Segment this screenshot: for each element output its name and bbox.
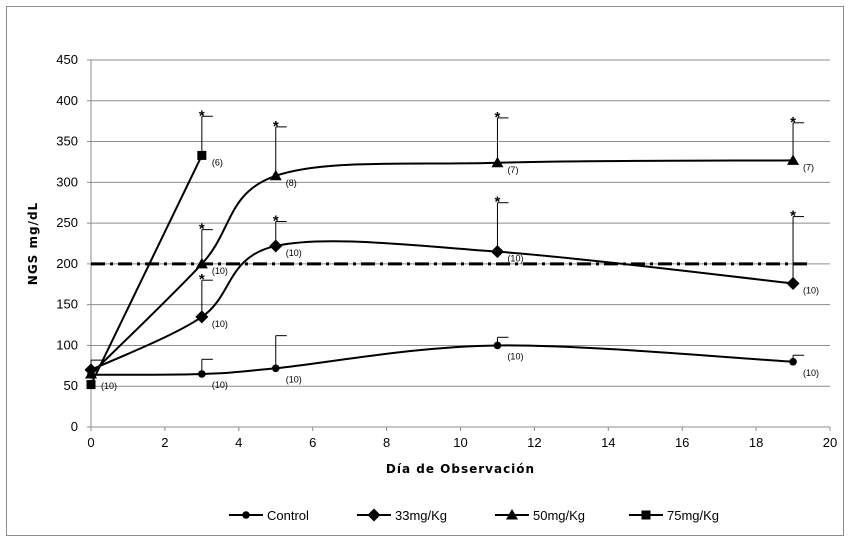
legend-marker	[367, 508, 381, 522]
data-point	[269, 169, 282, 181]
chart-frame: 0 50 100 150 200 250 300 350 400 450 0 2 4 6 8 10 12 14 16…	[6, 6, 844, 536]
x-axis-title: Día de Observación	[386, 462, 535, 476]
x-tick-label: 14	[601, 435, 615, 450]
legend-marker	[506, 509, 518, 520]
y-tick-label: 450	[56, 52, 78, 67]
y-tick-label: 150	[56, 297, 78, 312]
sample-size-label: (10)	[212, 319, 228, 329]
series-square	[86, 115, 213, 390]
data-point	[786, 276, 800, 290]
legend-marker	[641, 510, 651, 520]
significance-star: *	[199, 221, 205, 238]
legend-item-circle: Control	[229, 508, 309, 523]
data-point	[271, 364, 280, 373]
x-tick-label: 6	[309, 435, 316, 450]
x-tick-label: 0	[87, 435, 94, 450]
annotations-group: (10) (10) (10) (10) (10) * (10) * (10) * (10) * (10)…	[101, 107, 819, 391]
data-point	[195, 310, 209, 324]
x-tick-label: 20	[823, 435, 837, 450]
series-group	[84, 115, 805, 390]
series-triangle	[85, 117, 805, 379]
glucose-line-chart: 0 50 100 150 200 250 300 350 400 450 0 2 4 6 8 10 12 14 16…	[26, 52, 837, 523]
x-tick-label: 8	[383, 435, 390, 450]
legend-marker	[242, 511, 250, 519]
data-point	[86, 380, 96, 390]
y-tick-label: 250	[56, 215, 78, 230]
sample-size-label: (10)	[286, 374, 302, 384]
y-tick-label: 400	[56, 93, 78, 108]
y-tick-label: 350	[56, 134, 78, 149]
x-tick-label: 10	[453, 435, 467, 450]
series-circle	[87, 335, 805, 379]
significance-star: *	[790, 114, 796, 131]
y-tick-label: 300	[56, 174, 78, 189]
significance-star: *	[273, 118, 279, 135]
series-diamond	[84, 202, 805, 377]
series-line	[90, 154, 203, 386]
legend: Control 33mg/Kg 50mg/Kg 75mg/Kg	[229, 508, 719, 523]
sample-size-label: (10)	[101, 381, 117, 391]
legend-item-square: 75mg/Kg	[629, 508, 719, 523]
legend-label: 33mg/Kg	[395, 508, 447, 523]
data-point	[197, 150, 207, 160]
data-point	[789, 357, 797, 366]
sample-size-label: (6)	[212, 157, 223, 167]
sample-size-label: (10)	[803, 368, 819, 378]
data-point	[491, 156, 504, 168]
data-point	[493, 341, 502, 350]
x-tick-label: 16	[675, 435, 689, 450]
sample-size-label: (10)	[286, 248, 302, 258]
x-tick-label: 18	[749, 435, 763, 450]
sample-size-label: (10)	[212, 380, 228, 390]
sample-size-label: (10)	[212, 266, 228, 276]
sample-size-label: (8)	[286, 178, 297, 188]
sample-size-label: (7)	[507, 165, 518, 175]
legend-label: 50mg/Kg	[533, 508, 585, 523]
series-line	[90, 159, 794, 375]
sample-size-label: (7)	[803, 162, 814, 172]
x-tick-label: 2	[161, 435, 168, 450]
x-tick-label: 4	[235, 435, 242, 450]
significance-star: *	[790, 208, 796, 225]
data-point	[787, 154, 800, 165]
legend-label: Control	[267, 508, 309, 523]
y-tick-label: 0	[71, 419, 78, 434]
significance-star: *	[199, 107, 205, 124]
data-point	[85, 367, 97, 379]
y-tick-label: 100	[56, 337, 78, 352]
y-tick-label: 200	[56, 256, 78, 271]
significance-star: *	[199, 271, 205, 288]
axes: 0 50 100 150 200 250 300 350 400 450 0 2 4 6 8 10 12 14 16…	[56, 52, 837, 450]
series-line	[90, 240, 794, 371]
sample-size-label: (10)	[803, 285, 819, 295]
legend-item-triangle: 50mg/Kg	[495, 508, 585, 523]
significance-star: *	[495, 109, 501, 126]
sample-size-label: (10)	[507, 254, 523, 264]
series-line	[90, 344, 794, 376]
data-point	[490, 245, 504, 259]
sample-size-label: (10)	[507, 351, 523, 361]
y-axis-title: NGS mg/dL	[26, 202, 40, 285]
legend-label: 75mg/Kg	[667, 508, 719, 523]
data-point	[269, 239, 283, 253]
data-point	[198, 370, 206, 378]
legend-item-diamond: 33mg/Kg	[357, 508, 447, 523]
significance-star: *	[495, 194, 501, 211]
data-point	[195, 257, 208, 269]
x-tick-label: 12	[527, 435, 541, 450]
y-tick-label: 50	[64, 378, 78, 393]
significance-star: *	[273, 212, 279, 229]
